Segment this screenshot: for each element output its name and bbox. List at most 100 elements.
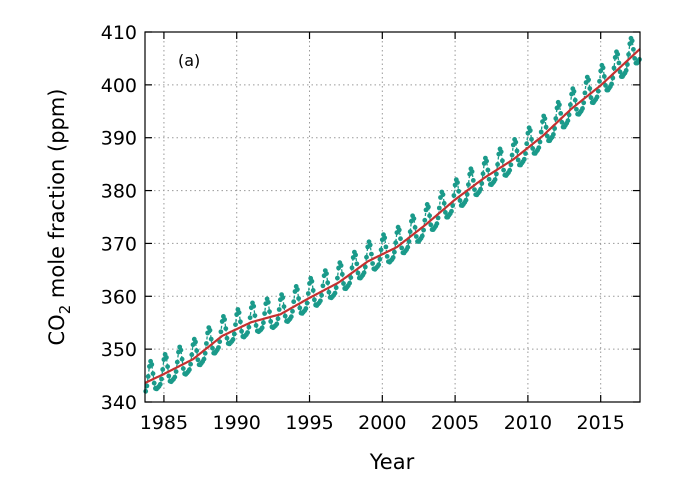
observed-point: [179, 356, 185, 362]
observed-point: [309, 278, 315, 284]
observed-point: [543, 124, 549, 130]
observed-point: [470, 178, 476, 183]
observed-point: [174, 359, 180, 365]
observed-point: [245, 330, 251, 335]
y-axis-title-main: CO: [45, 314, 69, 345]
observed-point: [274, 321, 280, 327]
observed-point: [486, 176, 492, 182]
observed-point: [210, 345, 215, 351]
observed-point: [399, 245, 405, 251]
observed-point: [625, 62, 630, 67]
observed-point: [188, 361, 194, 367]
observed-point: [370, 261, 375, 266]
observed-point: [157, 381, 163, 387]
x-tick-label: 2000: [358, 412, 406, 434]
observed-point: [615, 51, 621, 57]
observed-point: [247, 315, 253, 321]
observed-point: [455, 180, 460, 185]
observed-point: [617, 69, 623, 75]
observed-point: [441, 200, 447, 206]
observed-point: [367, 242, 373, 248]
observed-point: [422, 217, 428, 223]
observed-point: [218, 329, 224, 335]
observed-point: [382, 235, 388, 241]
observed-point: [149, 362, 155, 367]
observed-point: [484, 158, 489, 164]
observed-point: [165, 364, 171, 369]
observed-point: [610, 75, 616, 81]
observed-point: [463, 197, 469, 203]
observed-point: [332, 290, 338, 296]
observed-point: [354, 261, 360, 267]
observed-point: [172, 374, 178, 380]
observed-point: [202, 350, 208, 356]
observed-point: [478, 186, 483, 192]
observed-point: [588, 95, 594, 101]
observed-point: [436, 205, 442, 211]
observed-point: [201, 356, 207, 362]
observed-point: [143, 388, 149, 394]
observed-point: [355, 270, 361, 276]
observed-point: [280, 295, 286, 300]
observed-point: [571, 89, 577, 94]
trend-line: [144, 48, 641, 384]
observed-point: [558, 111, 564, 116]
observed-point: [216, 345, 221, 350]
observed-point: [208, 336, 214, 342]
observed-point: [485, 167, 491, 173]
observed-point: [597, 78, 602, 84]
observed-point: [600, 65, 606, 71]
observed-point: [443, 210, 448, 215]
observed-point: [296, 296, 301, 301]
observed-point: [159, 376, 164, 382]
observed-point: [347, 280, 352, 286]
observed-point: [150, 371, 156, 376]
y-tick-label: 340: [101, 392, 137, 414]
observed-point: [361, 270, 367, 276]
observed-point: [514, 148, 520, 154]
observed-point: [295, 287, 300, 292]
observed-point: [530, 146, 536, 151]
observed-point: [603, 83, 608, 88]
observed-point: [230, 337, 236, 342]
observed-point: [581, 100, 587, 106]
observed-point: [427, 213, 432, 219]
observed-point: [450, 203, 456, 208]
observed-point: [594, 94, 600, 100]
observed-point: [626, 52, 631, 57]
observed-point: [472, 187, 477, 193]
observed-point: [440, 192, 446, 198]
observed-point: [574, 106, 579, 112]
observed-point: [369, 251, 374, 257]
observed-point: [508, 162, 514, 168]
observed-point: [204, 341, 209, 346]
tick-layer: 1985 1990 1995 2000 2005 2010 2015 340 350 360 370…: [101, 22, 640, 434]
observed-point: [339, 271, 345, 277]
observed-point: [537, 139, 543, 145]
observed-point: [160, 367, 166, 372]
observed-point: [281, 304, 287, 309]
observed-point: [259, 325, 265, 331]
observed-point: [434, 221, 440, 227]
observed-point: [451, 193, 457, 198]
observed-point: [297, 305, 303, 311]
observed-point: [164, 355, 169, 360]
observed-point: [189, 352, 195, 358]
observed-point: [262, 311, 267, 316]
observed-point: [407, 229, 413, 235]
observed-point: [419, 233, 425, 239]
observed-point: [288, 314, 294, 320]
y-axis-title-rest: mole fraction (ppm): [45, 88, 69, 304]
observed-point: [251, 303, 257, 309]
y-tick-label: 390: [101, 128, 137, 150]
observed-point: [492, 177, 498, 183]
observed-point: [224, 335, 230, 341]
y-tick-label: 380: [101, 181, 137, 203]
observed-point: [326, 289, 332, 295]
y-axis-title: CO2 mole fraction (ppm): [45, 88, 74, 345]
observed-point: [457, 198, 463, 203]
observed-point: [601, 74, 607, 79]
observed-point: [252, 313, 258, 318]
